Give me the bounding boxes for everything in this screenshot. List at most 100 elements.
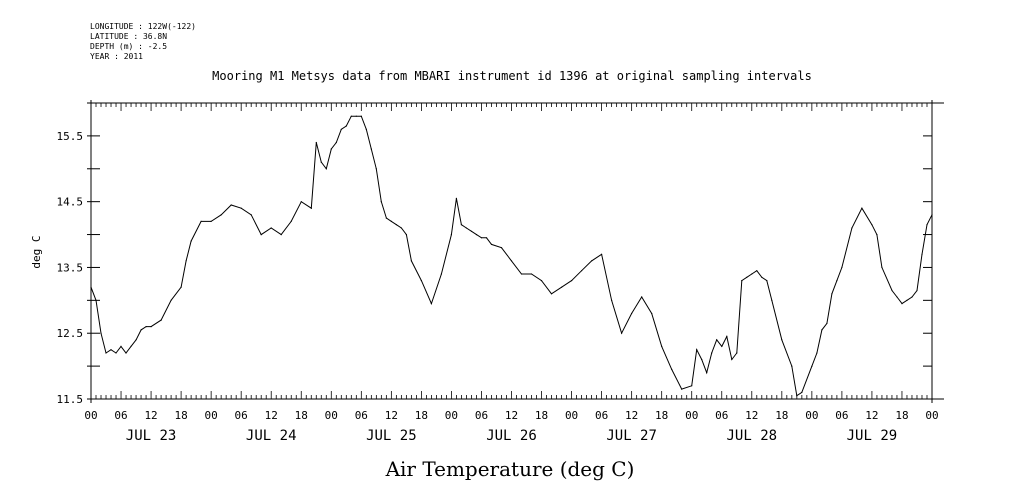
data-point (420, 280, 422, 282)
x-tick-label: 18 (775, 409, 788, 422)
x-tick-label: 06 (835, 409, 848, 422)
data-point (931, 214, 933, 216)
data-point (210, 220, 212, 222)
data-point (470, 230, 473, 232)
data-point (500, 247, 503, 249)
x-tick-label: 00 (325, 409, 338, 422)
longitude-label: LONGITUDE : 122W(-122) (90, 22, 196, 31)
x-tick-label: 12 (144, 409, 157, 422)
data-point (280, 234, 282, 236)
data-point (571, 280, 573, 282)
x-tick-label: 00 (805, 409, 818, 422)
x-tick-label: 18 (535, 409, 548, 422)
y-tick-label: 14.5 (57, 196, 84, 209)
data-point (395, 224, 397, 226)
data-point (250, 214, 252, 216)
data-point (591, 260, 593, 262)
data-point (911, 296, 913, 298)
y-tick-label: 13.5 (57, 261, 84, 274)
data-point (691, 385, 693, 387)
data-point (375, 168, 377, 170)
data-point (751, 273, 753, 275)
data-point (150, 326, 152, 328)
data-point (601, 253, 603, 255)
x-tick-label: 12 (505, 409, 518, 422)
x-tick-label: 12 (265, 409, 278, 422)
data-point (310, 207, 312, 209)
x-tick-label: 12 (385, 409, 398, 422)
data-point (671, 368, 673, 370)
data-point (796, 395, 798, 397)
data-point (661, 345, 663, 347)
data-point (891, 289, 893, 292)
data-point (370, 148, 372, 150)
chart-title: Mooring M1 Metsys data from MBARI instru… (212, 69, 812, 83)
data-point (230, 204, 232, 206)
data-point (335, 141, 337, 144)
x-tick-label: 12 (745, 409, 758, 422)
data-point (125, 352, 127, 354)
data-point (756, 270, 758, 272)
data-point (320, 161, 322, 163)
data-point (681, 388, 683, 390)
data-point (350, 115, 352, 117)
data-point (861, 207, 863, 209)
x-tick-label: 18 (415, 409, 428, 422)
data-point (390, 220, 392, 222)
x-tick-label: 18 (174, 409, 187, 422)
data-point (260, 234, 262, 236)
data-point (831, 293, 833, 295)
data-point (300, 201, 302, 203)
data-point (631, 312, 633, 315)
data-point (490, 243, 493, 245)
x-tick-label: 00 (685, 409, 698, 422)
year-label: YEAR : 2011 (90, 52, 143, 61)
data-point (746, 276, 748, 278)
data-point (721, 345, 723, 347)
data-point (145, 326, 147, 328)
data-point (801, 391, 803, 393)
x-axis-label: Air Temperature (deg C) (385, 457, 635, 481)
y-tick-label: 11.5 (57, 393, 84, 406)
x-tick-label: 00 (445, 409, 458, 422)
x-day-label: JUL 24 (246, 428, 297, 444)
data-point (475, 234, 478, 236)
data-point (100, 332, 102, 334)
data-point (611, 299, 613, 301)
data-point (921, 253, 923, 255)
x-tick-label: 18 (895, 409, 908, 422)
data-point (220, 214, 222, 216)
data-point (240, 207, 242, 209)
data-point (405, 234, 407, 236)
data-point (430, 303, 432, 305)
x-day-label: JUL 26 (486, 428, 537, 444)
data-point (711, 352, 713, 354)
data-point (455, 197, 457, 199)
data-point (641, 296, 643, 298)
series-line (90, 115, 933, 397)
data-point (791, 365, 793, 367)
data-point (135, 339, 137, 341)
data-point (581, 270, 583, 272)
data-point (345, 125, 347, 127)
data-point (400, 227, 402, 229)
data-point (440, 273, 442, 275)
data-point (741, 280, 743, 282)
x-tick-label: 12 (865, 409, 878, 422)
data-point (105, 352, 107, 354)
data-point (926, 224, 928, 226)
data-point (896, 296, 898, 298)
data-point (821, 329, 823, 331)
data-point (731, 358, 733, 361)
data-point (190, 240, 192, 242)
x-tick-label: 06 (235, 409, 248, 422)
x-tick-label: 12 (625, 409, 638, 422)
data-point (540, 280, 543, 282)
data-point (876, 234, 878, 236)
data-point (360, 115, 362, 117)
latitude-label: LATITUDE : 36.8N (90, 32, 168, 41)
data-point (385, 217, 387, 219)
data-point (906, 299, 908, 301)
data-point (480, 237, 483, 239)
